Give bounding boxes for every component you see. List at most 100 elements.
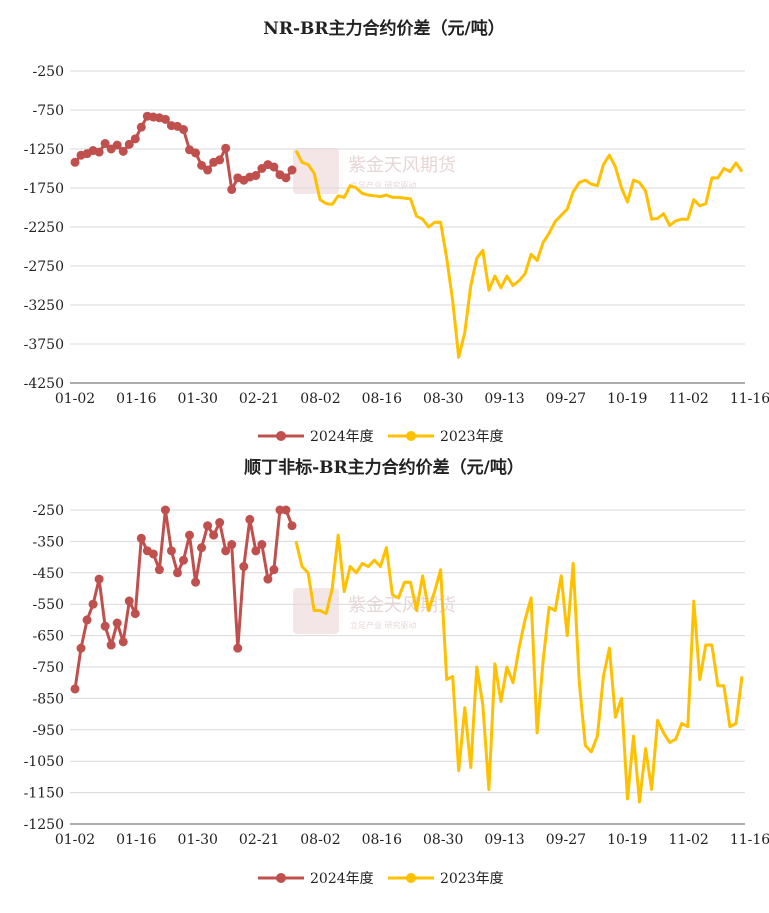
x-tick-label: 11-02 xyxy=(668,832,708,848)
x-tick-label: 11-16 xyxy=(730,832,769,848)
y-tick-label: -1150 xyxy=(24,786,64,802)
data-point-2024 xyxy=(239,562,249,572)
y-tick-label: -2250 xyxy=(24,220,64,236)
y-tick-label: -350 xyxy=(33,534,64,550)
data-point-2024 xyxy=(227,540,237,550)
data-point-2024 xyxy=(251,546,261,556)
data-point-2024 xyxy=(106,640,116,650)
data-point-2024 xyxy=(160,505,170,515)
x-tick-label: 10-19 xyxy=(607,391,647,407)
series-line-2023 xyxy=(294,149,744,359)
legend-marker xyxy=(276,873,286,883)
data-point-2024 xyxy=(221,143,231,153)
data-point-2024 xyxy=(215,155,225,165)
x-tick-label: 01-30 xyxy=(178,391,218,407)
data-point-2024 xyxy=(263,574,273,584)
y-tick-label: -3750 xyxy=(24,337,64,353)
y-tick-label: -1250 xyxy=(24,817,64,833)
data-point-2024 xyxy=(124,139,134,149)
chart-1-watermark-seal xyxy=(293,148,339,194)
chart-1-title: NR-BR主力合约价差（元/吨） xyxy=(263,18,504,39)
data-point-2024 xyxy=(76,643,86,653)
data-point-2024 xyxy=(197,543,207,553)
x-tick-label: 09-27 xyxy=(546,832,586,848)
data-point-2024 xyxy=(136,122,146,132)
data-point-2024 xyxy=(70,157,80,167)
x-tick-label: 09-13 xyxy=(484,391,524,407)
data-point-2024 xyxy=(82,615,92,625)
legend-item: 2024年度 xyxy=(258,429,374,445)
data-point-2024 xyxy=(160,114,170,124)
y-tick-label: -550 xyxy=(33,597,64,613)
x-tick-label: 01-02 xyxy=(55,832,95,848)
legend-label: 2024年度 xyxy=(310,871,374,887)
x-tick-label: 08-02 xyxy=(300,391,340,407)
y-tick-label: -1750 xyxy=(24,181,64,197)
data-point-2024 xyxy=(70,684,80,694)
y-tick-label: -2750 xyxy=(24,259,64,275)
chart-1-watermark: 紫金天风期货 立足产业 研究驱动 xyxy=(293,148,456,194)
x-tick-label: 09-27 xyxy=(546,391,586,407)
data-point-2024 xyxy=(112,618,122,628)
x-tick-label: 08-16 xyxy=(362,391,402,407)
data-point-2024 xyxy=(245,514,255,524)
x-tick-label: 10-19 xyxy=(607,832,647,848)
legend-label: 2024年度 xyxy=(310,429,374,445)
y-tick-label: -450 xyxy=(33,566,64,582)
y-tick-label: -3250 xyxy=(24,298,64,314)
data-point-2024 xyxy=(287,521,297,531)
chart-1-watermark-text: 紫金天风期货 xyxy=(348,155,456,176)
data-point-2024 xyxy=(269,162,279,172)
data-point-2024 xyxy=(130,609,140,619)
data-point-2024 xyxy=(118,146,128,156)
x-tick-label: 08-30 xyxy=(423,832,463,848)
legend-label: 2023年度 xyxy=(440,429,504,445)
chart-2: 顺丁非标-BR主力合约价差（元/吨） 紫金天风期货 立足产业 研究驱动 -250… xyxy=(24,457,769,887)
x-tick-label: 01-02 xyxy=(55,391,95,407)
data-point-2024 xyxy=(179,125,188,134)
data-point-2024 xyxy=(148,549,158,559)
y-tick-label: -950 xyxy=(33,723,64,739)
data-point-2024 xyxy=(209,530,219,540)
data-point-2024 xyxy=(88,599,98,609)
y-tick-label: -4250 xyxy=(24,376,64,392)
series-line-2024 xyxy=(73,508,294,690)
chart-2-watermark-text: 紫金天风期货 xyxy=(348,595,456,616)
x-tick-label: 02-21 xyxy=(239,391,279,407)
y-tick-label: -650 xyxy=(33,629,64,645)
data-point-2024 xyxy=(191,148,201,158)
x-tick-label: 09-13 xyxy=(484,832,524,848)
data-point-2024 xyxy=(179,555,188,565)
data-point-2024 xyxy=(94,574,104,584)
data-point-2024 xyxy=(287,165,297,175)
x-tick-label: 11-02 xyxy=(668,391,708,407)
x-tick-label: 01-16 xyxy=(116,391,156,407)
series-line-2023 xyxy=(294,533,744,804)
y-tick-label: -750 xyxy=(33,660,64,676)
chart-2-watermark-subtext: 立足产业 研究驱动 xyxy=(350,620,417,630)
legend-marker xyxy=(406,431,416,441)
data-point-2024 xyxy=(172,568,182,578)
data-point-2024 xyxy=(227,185,237,195)
data-point-2024 xyxy=(257,540,267,550)
data-point-2024 xyxy=(136,533,146,543)
chart-2-title: 顺丁非标-BR主力合约价差（元/吨） xyxy=(244,457,524,478)
y-tick-label: -250 xyxy=(33,503,64,519)
data-point-2024 xyxy=(221,546,231,556)
chart-1-watermark-subtext: 立足产业 研究驱动 xyxy=(350,180,417,190)
data-point-2024 xyxy=(269,565,279,575)
data-point-2024 xyxy=(112,140,122,150)
data-point-2024 xyxy=(203,165,213,175)
data-point-2024 xyxy=(100,621,110,631)
data-point-2024 xyxy=(94,147,104,157)
x-tick-label: 08-16 xyxy=(362,832,402,848)
data-point-2024 xyxy=(191,577,201,587)
data-point-2024 xyxy=(185,530,195,540)
data-point-2024 xyxy=(124,596,134,606)
y-tick-label: -1050 xyxy=(24,754,64,770)
data-point-2024 xyxy=(100,139,110,149)
data-point-2024 xyxy=(281,173,291,183)
data-point-2024 xyxy=(154,565,164,575)
data-point-2024 xyxy=(118,637,128,647)
